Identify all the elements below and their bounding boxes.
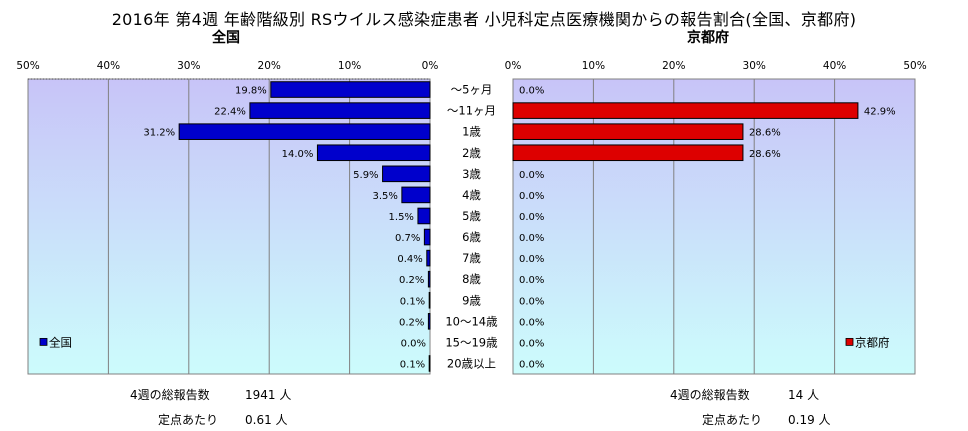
national-bar: [428, 355, 431, 372]
national-x-tick-label: 10%: [338, 60, 361, 72]
national-data-label: 31.2%: [143, 128, 175, 139]
age-category-label: 4歳: [462, 188, 481, 202]
kyoto-data-label: 0.0%: [519, 191, 544, 202]
kyoto-total-label: 4週の総報告数: [670, 388, 750, 402]
kyoto-data-label: 28.6%: [749, 128, 781, 139]
age-category-label: 1歳: [462, 125, 481, 139]
kyoto-data-label: 0.0%: [519, 338, 544, 349]
chart-title: 2016年 第4週 年齢階級別 RSウイルス感染症患者 小児科定点医療機関からの…: [111, 10, 857, 29]
national-bar: [382, 165, 431, 183]
age-category-label: 15～19歳: [445, 335, 498, 349]
national-data-label: 19.8%: [235, 86, 267, 97]
kyoto-x-tick-label: 50%: [903, 60, 926, 72]
kyoto-data-label: 0.0%: [519, 296, 544, 307]
kyoto-x-tick-label: 20%: [662, 60, 685, 72]
kyoto-legend-swatch: [845, 337, 854, 346]
kyoto-subtitle: 京都府: [687, 30, 729, 46]
kyoto-data-label: 0.0%: [519, 86, 544, 97]
kyoto-data-label: 42.9%: [864, 107, 896, 118]
national-bar: [427, 313, 431, 330]
national-legend-swatch: [39, 337, 48, 346]
national-data-label: 0.7%: [395, 233, 420, 244]
kyoto-data-label: 0.0%: [519, 275, 544, 286]
kyoto-bar: [512, 123, 744, 140]
national-x-tick-label: 40%: [97, 60, 120, 72]
kyoto-per-label: 定点あたり: [702, 413, 763, 427]
national-data-label: 0.2%: [399, 317, 424, 328]
kyoto-x-tick-label: 0%: [505, 60, 522, 72]
national-per-label: 定点あたり: [158, 413, 219, 427]
kyoto-plot-area: [512, 78, 916, 375]
age-category-label: 20歳以上: [447, 356, 496, 370]
national-bar: [426, 249, 431, 267]
age-category-label: 6歳: [462, 230, 481, 244]
national-bar: [270, 81, 431, 98]
national-bar: [401, 186, 431, 204]
age-category-label: 5歳: [462, 209, 481, 223]
kyoto-x-tick-label: 30%: [743, 60, 766, 72]
kyoto-data-label: 0.0%: [519, 233, 544, 244]
kyoto-data-label: 0.0%: [519, 212, 544, 223]
national-data-label: 5.9%: [353, 170, 378, 181]
national-data-label: 22.4%: [214, 107, 246, 118]
kyoto-total-value: 14 人: [788, 388, 820, 402]
national-data-label: 3.5%: [372, 191, 397, 202]
kyoto-data-label: 0.0%: [519, 317, 544, 328]
age-category-label: 2歳: [462, 146, 481, 160]
kyoto-bar: [512, 144, 744, 162]
national-data-label: 0.1%: [400, 296, 425, 307]
kyoto-x-tick-label: 40%: [823, 60, 846, 72]
national-total-label: 4週の総報告数: [130, 388, 210, 402]
national-data-label: 0.0%: [401, 338, 426, 349]
national-x-tick-label: 30%: [177, 60, 200, 72]
kyoto-data-label: 0.0%: [519, 359, 544, 370]
age-category-label: ～5ヶ月: [451, 83, 493, 97]
age-category-label: ～11ヶ月: [447, 104, 496, 118]
kyoto-x-tick-label: 10%: [582, 60, 605, 72]
national-bar: [417, 207, 431, 225]
national-subtitle: 全国: [212, 30, 240, 46]
kyoto-legend-label: 京都府: [855, 335, 890, 349]
national-x-tick-label: 50%: [16, 60, 39, 72]
kyoto-data-label: 28.6%: [749, 149, 781, 160]
national-bar: [316, 144, 431, 162]
kyoto-data-label: 0.0%: [519, 254, 544, 265]
age-category-label: 9歳: [462, 293, 481, 307]
kyoto-bar: [512, 102, 859, 119]
national-legend-label: 全国: [49, 335, 72, 349]
age-category-label: 3歳: [462, 167, 481, 181]
age-category-label: 10～14歳: [445, 314, 498, 328]
national-bar: [249, 102, 431, 119]
national-data-label: 0.1%: [400, 359, 425, 370]
national-bar: [427, 270, 431, 288]
kyoto-data-label: 0.0%: [519, 170, 544, 181]
national-bar: [428, 291, 431, 309]
national-bar: [178, 123, 431, 140]
national-plot-area: [27, 78, 431, 375]
national-total-value: 1941 人: [245, 388, 292, 402]
age-category-label: 8歳: [462, 272, 481, 286]
national-bar: [423, 228, 431, 246]
national-x-tick-label: 0%: [422, 60, 439, 72]
age-category-label: 7歳: [462, 251, 481, 265]
national-data-label: 1.5%: [389, 212, 414, 223]
national-per-value: 0.61 人: [245, 413, 288, 427]
national-data-label: 0.4%: [397, 254, 422, 265]
national-data-label: 0.2%: [399, 275, 424, 286]
national-x-tick-label: 20%: [258, 60, 281, 72]
kyoto-per-value: 0.19 人: [788, 413, 831, 427]
national-data-label: 14.0%: [282, 149, 314, 160]
